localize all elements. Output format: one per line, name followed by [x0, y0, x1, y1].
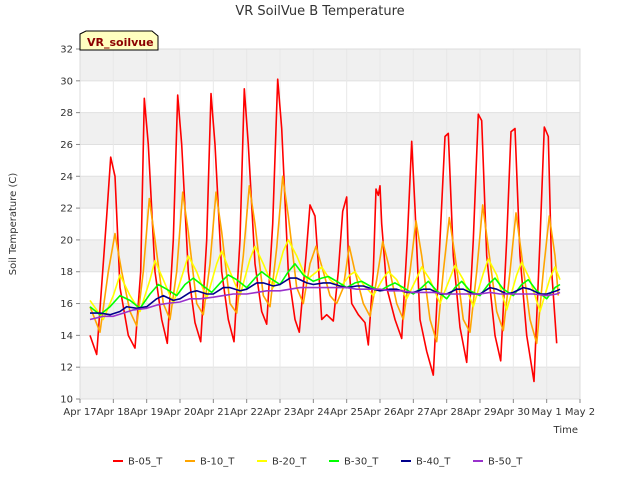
legend-item: B-30_T — [329, 457, 379, 468]
legend-item: B-20_T — [257, 457, 307, 468]
legend-item: B-40_T — [401, 457, 451, 468]
y-axis-title: Soil Temperature (C) — [8, 173, 19, 276]
x-tick-label: May 1 — [532, 407, 562, 418]
x-tick-label: Apr 25 — [330, 407, 363, 418]
grid-band — [80, 112, 580, 145]
x-tick-label: Apr 18 — [97, 407, 130, 418]
grid-band — [80, 176, 580, 209]
x-axis-title: Time — [553, 425, 578, 436]
y-tick-label: 24 — [60, 172, 73, 183]
y-tick-label: 10 — [60, 395, 73, 406]
y-tick-label: 22 — [60, 204, 73, 215]
y-tick-label: 18 — [60, 267, 73, 278]
x-tick-label: Apr 19 — [130, 407, 163, 418]
x-tick-label: Apr 23 — [263, 407, 296, 418]
legend-label: B-05_T — [128, 457, 163, 468]
legend-label: B-20_T — [272, 457, 307, 468]
x-tick-label: Apr 24 — [297, 407, 330, 418]
legend: B-05_T B-10_T B-20_T B-30_T B-40_T B-50_T — [113, 457, 523, 468]
legend-item: B-50_T — [473, 457, 523, 468]
legend-item: B-10_T — [185, 457, 235, 468]
series-line-b-50-t — [89, 286, 561, 321]
y-tick-label: 16 — [60, 299, 73, 310]
x-tick-label: Apr 27 — [397, 407, 430, 418]
x-tick-label: Apr 28 — [430, 407, 463, 418]
y-tick-label: 30 — [60, 76, 73, 87]
x-tick-label: Apr 29 — [463, 407, 496, 418]
series-line-b-40-t — [90, 277, 561, 316]
y-tick-label: 26 — [60, 140, 73, 151]
x-axis: Apr 17 Apr 18 Apr 19 Apr 20 Apr 21 Apr 22 Apr … — [63, 399, 595, 418]
x-tick-label: Apr 26 — [363, 407, 396, 418]
y-axis: 10 12 14 16 18 20 22 24 26 28 30 32 — [60, 45, 80, 406]
chart-title: VR SoilVue B Temperature — [235, 4, 404, 19]
series-line-b-10-t — [89, 175, 560, 345]
grid-band — [80, 49, 580, 81]
legend-label: B-30_T — [344, 457, 379, 468]
y-tick-label: 32 — [60, 45, 73, 56]
x-tick-label: Apr 22 — [230, 407, 263, 418]
legend-item: B-05_T — [113, 457, 163, 468]
x-tick-label: Apr 21 — [197, 407, 230, 418]
y-tick-label: 20 — [60, 235, 73, 246]
y-tick-label: 12 — [60, 363, 73, 374]
x-tick-label: Apr 20 — [163, 407, 196, 418]
legend-label: B-40_T — [416, 457, 451, 468]
plot-background — [80, 49, 580, 399]
plot-area — [80, 49, 580, 399]
series-line-b-30-t — [89, 263, 561, 316]
legend-label: B-50_T — [488, 457, 523, 468]
x-tick-label: May 2 — [565, 407, 595, 418]
series-line-b-20-t — [89, 239, 561, 321]
grid-band — [80, 367, 580, 399]
x-tick-label: Apr 17 — [63, 407, 96, 418]
grid-band — [80, 239, 580, 272]
site-badge: VR_soilvue — [79, 30, 159, 51]
plot-frame — [79, 48, 581, 400]
series-lines — [89, 78, 561, 383]
badge-shape — [79, 30, 159, 51]
badge-label: VR_soilvue — [87, 36, 154, 49]
y-tick-label: 14 — [60, 331, 73, 342]
series-line-b-05-t — [89, 78, 558, 383]
x-tick-label: Apr 30 — [497, 407, 530, 418]
legend-label: B-10_T — [200, 457, 235, 468]
y-tick-label: 28 — [60, 108, 73, 119]
